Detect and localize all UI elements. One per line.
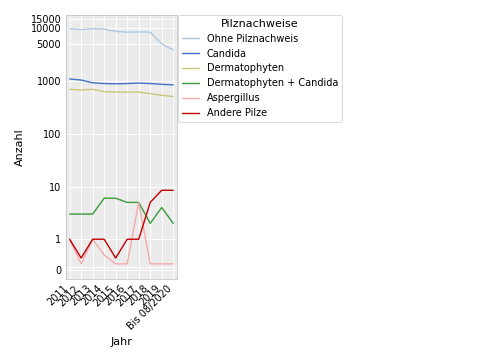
Andere Pilze [101,237,107,241]
Dermatophyten [147,92,153,96]
Aspergillus [78,262,84,266]
Candida [136,81,141,85]
Ohne Pilznachweis [112,29,118,34]
Ohne Pilznachweis [147,30,153,34]
Ohne Pilznachweis [124,30,130,34]
Candida [66,77,72,81]
Y-axis label: Anzahl: Anzahl [15,128,25,166]
Line: Andere Pilze: Andere Pilze [70,190,173,258]
Aspergillus [136,200,141,205]
Aspergillus [124,262,130,266]
Line: Dermatophyten: Dermatophyten [70,89,173,97]
Andere Pilze [66,237,72,241]
Candida [90,81,96,85]
Line: Ohne Pilznachweis: Ohne Pilznachweis [70,29,173,50]
Aspergillus [170,262,176,266]
X-axis label: Jahr: Jahr [110,337,132,347]
Ohne Pilznachweis [101,27,107,31]
Andere Pilze [124,237,130,241]
Andere Pilze [90,237,96,241]
Dermatophyten [78,88,84,92]
Candida [78,78,84,82]
Line: Aspergillus: Aspergillus [70,202,173,264]
Andere Pilze [78,256,84,260]
Andere Pilze [136,237,141,241]
Andere Pilze [147,200,153,205]
Dermatophyten + Candida [78,212,84,216]
Ohne Pilznachweis [90,26,96,31]
Andere Pilze [112,256,118,260]
Aspergillus [90,237,96,241]
Dermatophyten [101,89,107,94]
Aspergillus [101,253,107,257]
Aspergillus [112,262,118,266]
Ohne Pilznachweis [66,26,72,31]
Candida [158,82,164,87]
Dermatophyten + Candida [66,212,72,216]
Dermatophyten [112,90,118,94]
Dermatophyten + Candida [147,221,153,226]
Dermatophyten + Candida [158,205,164,210]
Dermatophyten [136,90,141,94]
Ohne Pilznachweis [170,48,176,52]
Line: Dermatophyten + Candida: Dermatophyten + Candida [70,198,173,223]
Aspergillus [66,237,72,241]
Legend: Ohne Pilznachweis, Candida, Dermatophyten, Dermatophyten + Candida, Aspergillus,: Ohne Pilznachweis, Candida, Dermatophyte… [178,15,342,122]
Dermatophyten [158,93,164,97]
Aspergillus [147,262,153,266]
Dermatophyten + Candida [112,196,118,201]
Ohne Pilznachweis [78,28,84,32]
Line: Candida: Candida [70,79,173,85]
Dermatophyten [90,87,96,92]
Andere Pilze [170,188,176,193]
Andere Pilze [158,188,164,193]
Dermatophyten + Candida [136,200,141,205]
Dermatophyten + Candida [170,221,176,226]
Ohne Pilznachweis [136,30,141,34]
Aspergillus [158,262,164,266]
Dermatophyten [124,90,130,94]
Dermatophyten + Candida [90,212,96,216]
Candida [112,82,118,86]
Dermatophyten [170,94,176,99]
Dermatophyten + Candida [101,196,107,201]
Dermatophyten + Candida [124,200,130,205]
Candida [101,81,107,86]
Candida [147,81,153,86]
Dermatophyten [66,87,72,92]
Candida [170,83,176,87]
Ohne Pilznachweis [158,42,164,46]
Candida [124,81,130,86]
